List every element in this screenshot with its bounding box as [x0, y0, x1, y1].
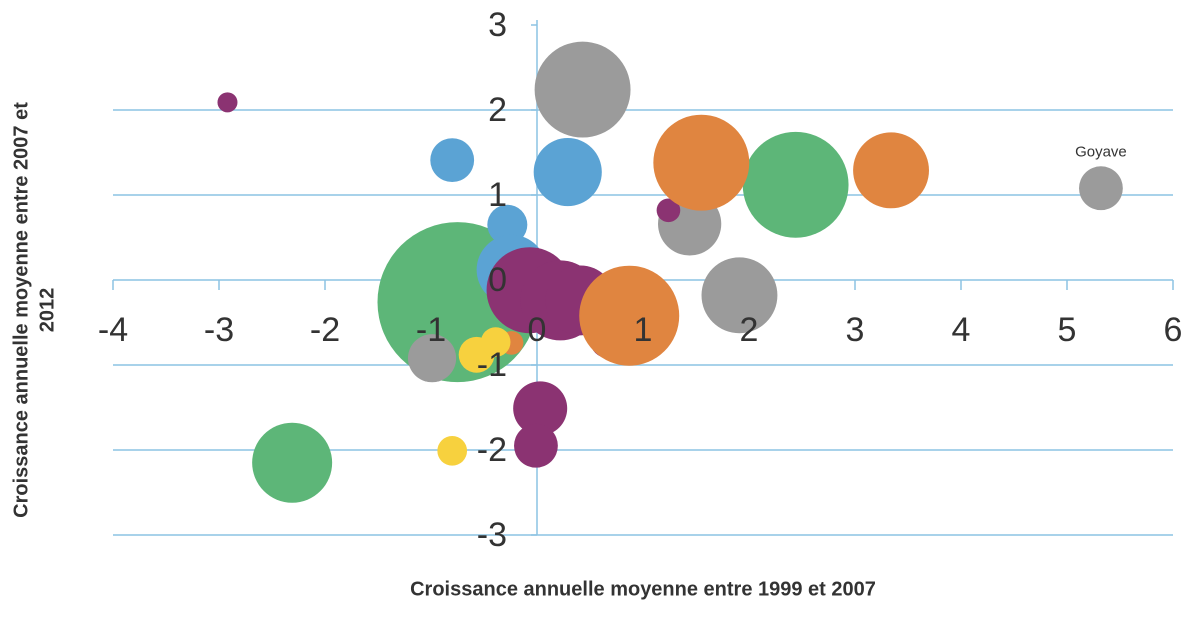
x-tick-label: 4 [952, 311, 971, 349]
y-tick-label: -2 [477, 431, 507, 469]
bubble [407, 334, 457, 383]
x-tick-label: 0 [528, 311, 547, 349]
y-axis-title: Croissance annuelle moyenne entre 2007 e… [10, 102, 32, 518]
bubble [853, 132, 929, 209]
x-tick-label: 1 [634, 311, 653, 349]
y-tick-label: -1 [477, 346, 507, 384]
x-tick-label: 6 [1164, 311, 1183, 349]
bubble [437, 436, 468, 466]
y-tick-label: 1 [488, 176, 507, 214]
y-tick-label: 0 [488, 261, 507, 299]
bubble [217, 92, 238, 113]
data-label: Goyave [1075, 143, 1127, 160]
x-tick-label: -1 [416, 311, 446, 349]
bubble [513, 381, 568, 436]
x-tick-label: -2 [310, 311, 340, 349]
y-tick-label: 2 [488, 91, 507, 129]
bubble [487, 204, 528, 245]
bubble [653, 114, 750, 211]
x-tick-label: 2 [740, 311, 759, 349]
x-tick-label: -4 [98, 311, 128, 349]
y-tick-label: 3 [488, 6, 507, 44]
y-tick-label: -3 [477, 516, 507, 554]
bubble [701, 257, 778, 334]
bubble [1079, 166, 1123, 211]
y-axis-title: 2012 [36, 288, 58, 333]
bubble [656, 198, 681, 223]
x-tick-label: -3 [204, 311, 234, 349]
bubble [579, 265, 680, 366]
x-tick-label: 3 [846, 311, 865, 349]
bubble [480, 327, 511, 357]
bubble [514, 423, 558, 468]
bubble [430, 138, 475, 183]
bubble [533, 137, 602, 207]
bubble [534, 41, 631, 138]
bubble [742, 131, 849, 238]
x-tick-label: 5 [1058, 311, 1077, 349]
x-axis-title: Croissance annuelle moyenne entre 1999 e… [410, 578, 876, 600]
bubble [252, 422, 333, 503]
